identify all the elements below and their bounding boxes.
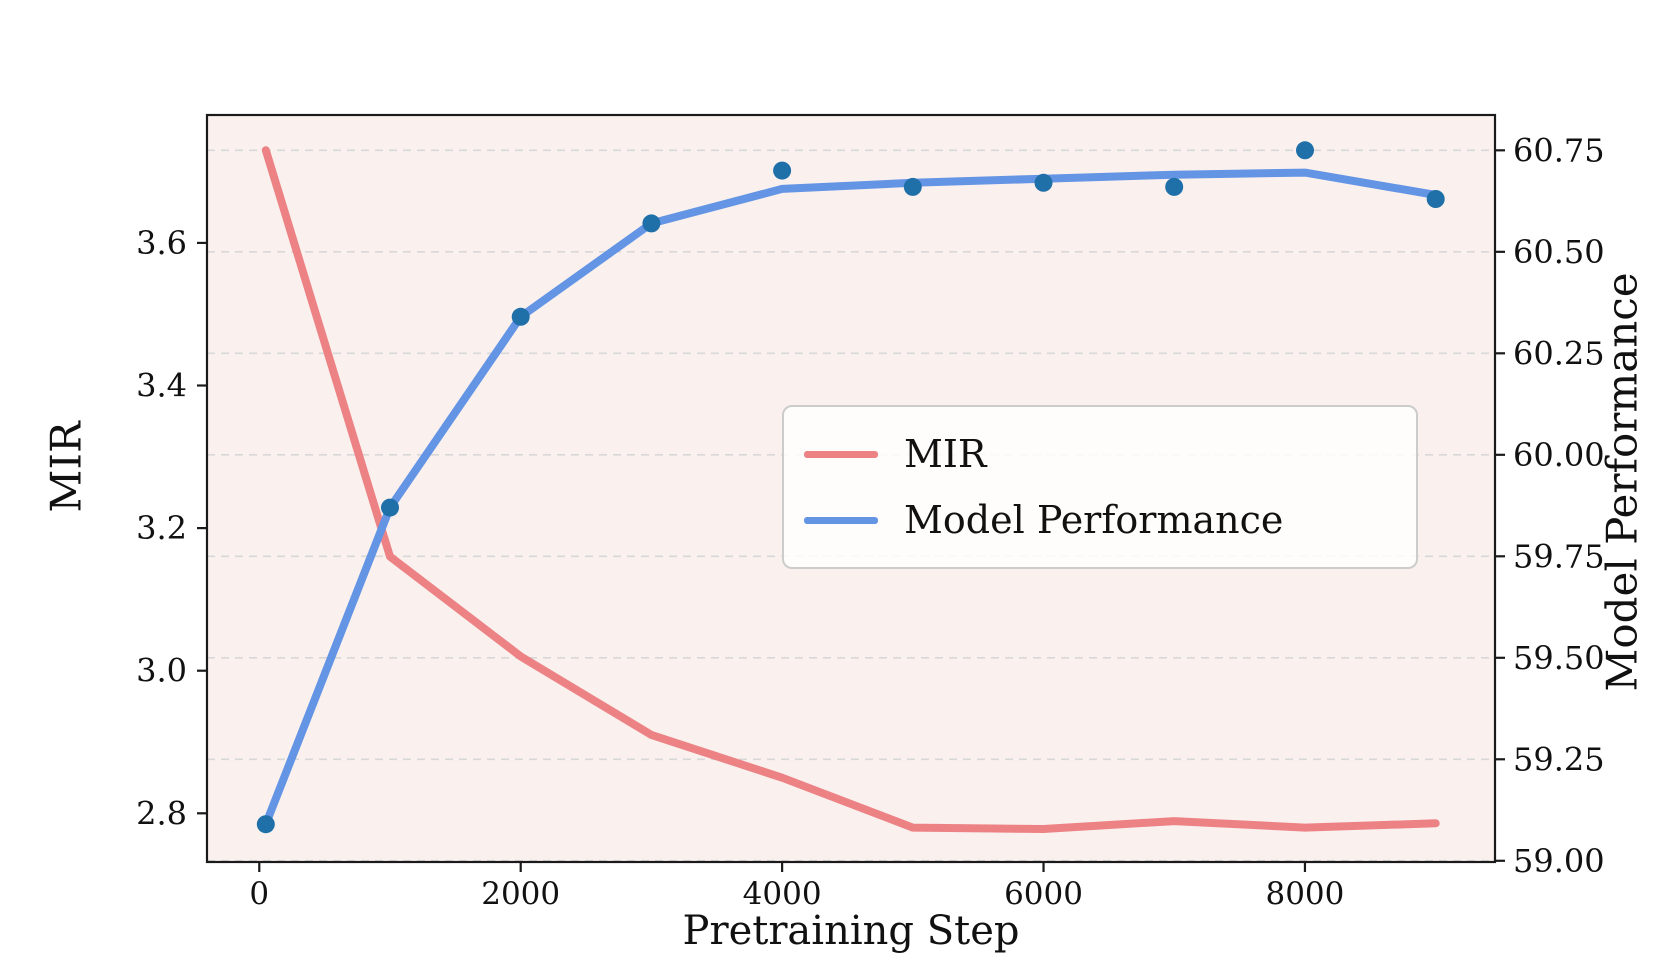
left-tick-label: 3.2 <box>136 509 187 547</box>
performance-dot <box>903 177 922 196</box>
right-tick-label: 60.75 <box>1513 131 1605 169</box>
right-tick-label: 59.75 <box>1513 537 1605 575</box>
right-tick-label: 59.00 <box>1513 842 1605 880</box>
left-tick-label: 2.8 <box>136 794 187 832</box>
performance-dot <box>1034 173 1053 192</box>
performance-line-swatch <box>804 516 878 524</box>
x-tick-label: 0 <box>249 876 269 912</box>
legend-item-mir: MIR <box>784 435 1416 473</box>
x-tick-label: 8000 <box>1265 876 1344 912</box>
performance-dot <box>773 161 792 180</box>
legend: MIR Model Performance <box>782 405 1418 569</box>
performance-dot <box>642 214 661 233</box>
performance-dot <box>511 307 530 326</box>
right-tick-label: 60.00 <box>1513 436 1605 474</box>
performance-dot <box>1426 190 1445 208</box>
right-tick-label: 60.25 <box>1513 334 1605 372</box>
x-axis-title: Pretraining Step <box>682 908 1020 954</box>
performance-dot <box>1165 177 1184 196</box>
performance-line <box>261 168 1440 829</box>
right-tick-label: 60.50 <box>1513 233 1605 271</box>
performance-dot <box>1296 141 1314 160</box>
performance-dot <box>381 498 399 517</box>
left-y-axis-title: MIR <box>41 421 91 513</box>
x-tick-label: 2000 <box>481 876 560 912</box>
left-tick-label: 3.6 <box>136 224 187 262</box>
legend-label-model-performance: Model Performance <box>904 498 1284 542</box>
mir-line-swatch <box>804 450 878 458</box>
right-tick-label: 59.50 <box>1513 639 1605 677</box>
x-tick-label: 4000 <box>743 876 822 912</box>
mir-line <box>261 146 1440 833</box>
right-tick-label: 59.25 <box>1513 740 1605 778</box>
x-tick-label: 6000 <box>1004 876 1083 912</box>
legend-item-model-performance: Model Performance <box>784 501 1416 539</box>
performance-dot <box>256 815 275 834</box>
axes-spines <box>205 113 1497 864</box>
right-y-axis-title: Model Performance <box>1597 272 1647 692</box>
left-tick-label: 3.4 <box>136 367 187 405</box>
left-tick-label: 3.0 <box>136 652 187 690</box>
legend-label-mir: MIR <box>904 432 987 476</box>
